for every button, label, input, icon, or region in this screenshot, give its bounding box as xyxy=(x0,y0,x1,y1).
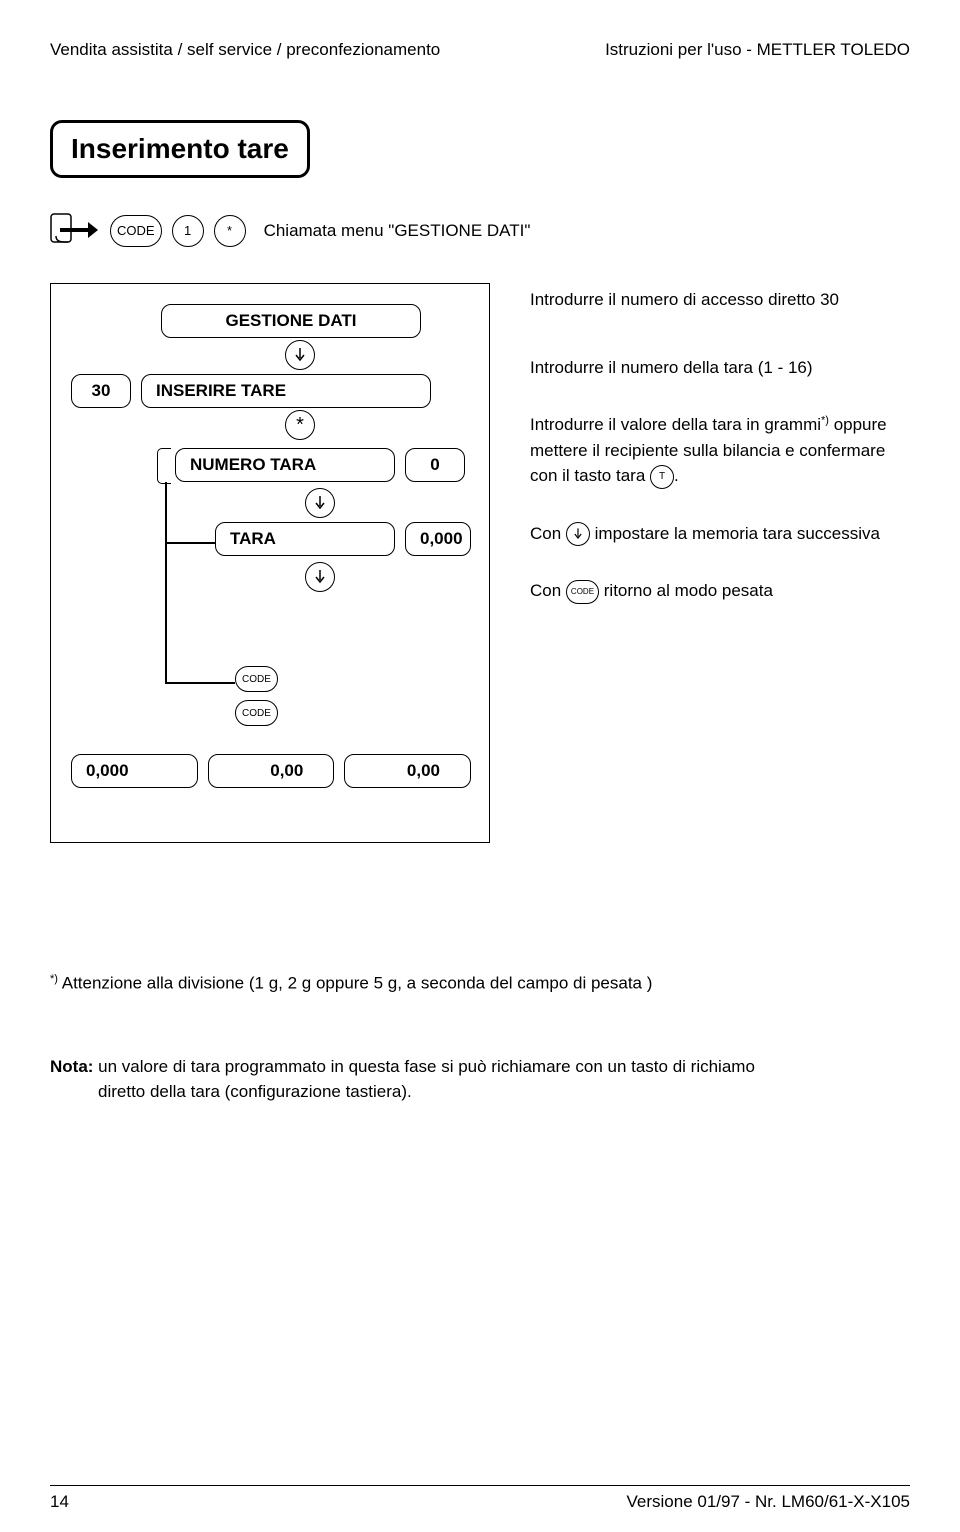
nota-block: Nota: un valore di tara programmato in q… xyxy=(50,1054,910,1105)
instr-1: Introdurre il numero di accesso diretto … xyxy=(530,287,910,313)
instruction-column: Introdurre il numero di accesso diretto … xyxy=(530,283,910,636)
version-string: Versione 01/97 - Nr. LM60/61-X-X105 xyxy=(627,1492,911,1512)
display-numero-tara: NUMERO TARA xyxy=(175,448,395,482)
instr-5-pre: Con xyxy=(530,581,566,600)
star-key-icon: * xyxy=(285,410,315,440)
header-left: Vendita assistita / self service / preco… xyxy=(50,40,440,60)
menu-call-row: CODE 1 * Chiamata menu "GESTIONE DATI" xyxy=(50,208,910,253)
down-arrow-key-icon xyxy=(305,562,335,592)
code-key: CODE xyxy=(110,215,162,247)
instr-4-post: impostare la memoria tara successiva xyxy=(590,524,880,543)
instr-4-pre: Con xyxy=(530,524,566,543)
page-header: Vendita assistita / self service / preco… xyxy=(50,40,910,60)
footnote: *) Attenzione alla divisione (1 g, 2 g o… xyxy=(50,973,910,994)
one-key: 1 xyxy=(172,215,204,247)
instr-5-post: ritorno al modo pesata xyxy=(599,581,773,600)
flow-line xyxy=(165,482,167,682)
nota-line-2: diretto della tara (configurazione tasti… xyxy=(98,1082,412,1101)
pointing-hand-icon xyxy=(50,208,100,253)
bottom-value-2: 0,00 xyxy=(208,754,335,788)
down-arrow-key-icon xyxy=(305,488,335,518)
page-footer: 14 Versione 01/97 - Nr. LM60/61-X-X105 xyxy=(50,1485,910,1512)
display-inserire-tare: INSERIRE TARE xyxy=(141,374,431,408)
instr-3-pre: Introdurre il valore della tara in gramm… xyxy=(530,415,821,434)
footnote-ref: *) xyxy=(821,414,829,426)
access-number: 30 xyxy=(71,374,131,408)
bottom-display-row: 0,000 0,00 0,00 xyxy=(71,754,471,788)
bottom-value-3: 0,00 xyxy=(344,754,471,788)
footnote-text: Attenzione alla divisione (1 g, 2 g oppu… xyxy=(58,974,652,993)
page-number: 14 xyxy=(50,1492,69,1512)
flow-line xyxy=(165,682,235,684)
instr-5: Con CODE ritorno al modo pesata xyxy=(530,578,910,604)
flow-diagram: GESTIONE DATI 30 INSERIRE TARE * NUMERO … xyxy=(50,283,490,843)
down-arrow-key-icon xyxy=(285,340,315,370)
bracket-icon xyxy=(157,448,171,484)
diagram-area: GESTIONE DATI 30 INSERIRE TARE * NUMERO … xyxy=(50,283,910,843)
code-key: CODE xyxy=(235,700,278,726)
bottom-value-1: 0,000 xyxy=(71,754,198,788)
code-keys-stack: CODE CODE xyxy=(235,666,278,726)
menu-call-text: Chiamata menu "GESTIONE DATI" xyxy=(264,221,531,241)
star-key: * xyxy=(214,215,246,247)
header-right: Istruzioni per l'uso - METTLER TOLEDO xyxy=(605,40,910,60)
nota-line-1: un valore di tara programmato in questa … xyxy=(93,1057,754,1076)
display-tara-value: 0,000 xyxy=(405,522,471,556)
display-gestione-dati: GESTIONE DATI xyxy=(161,304,421,338)
nota-label: Nota: xyxy=(50,1057,93,1076)
code-key: CODE xyxy=(566,580,599,604)
instr-3-end: . xyxy=(674,466,679,485)
display-tara: TARA xyxy=(215,522,395,556)
down-arrow-key-icon xyxy=(566,522,590,546)
flow-line xyxy=(165,542,215,544)
code-key: CODE xyxy=(235,666,278,692)
display-numero-tara-value: 0 xyxy=(405,448,465,482)
instr-3: Introdurre il valore della tara in gramm… xyxy=(530,412,910,489)
instr-2: Introdurre il numero della tara (1 - 16) xyxy=(530,355,910,381)
instr-4: Con impostare la memoria tara successiva xyxy=(530,521,910,547)
footnote-marker: *) xyxy=(50,973,58,985)
t-key: T xyxy=(650,465,674,489)
section-title: Inserimento tare xyxy=(50,120,310,178)
